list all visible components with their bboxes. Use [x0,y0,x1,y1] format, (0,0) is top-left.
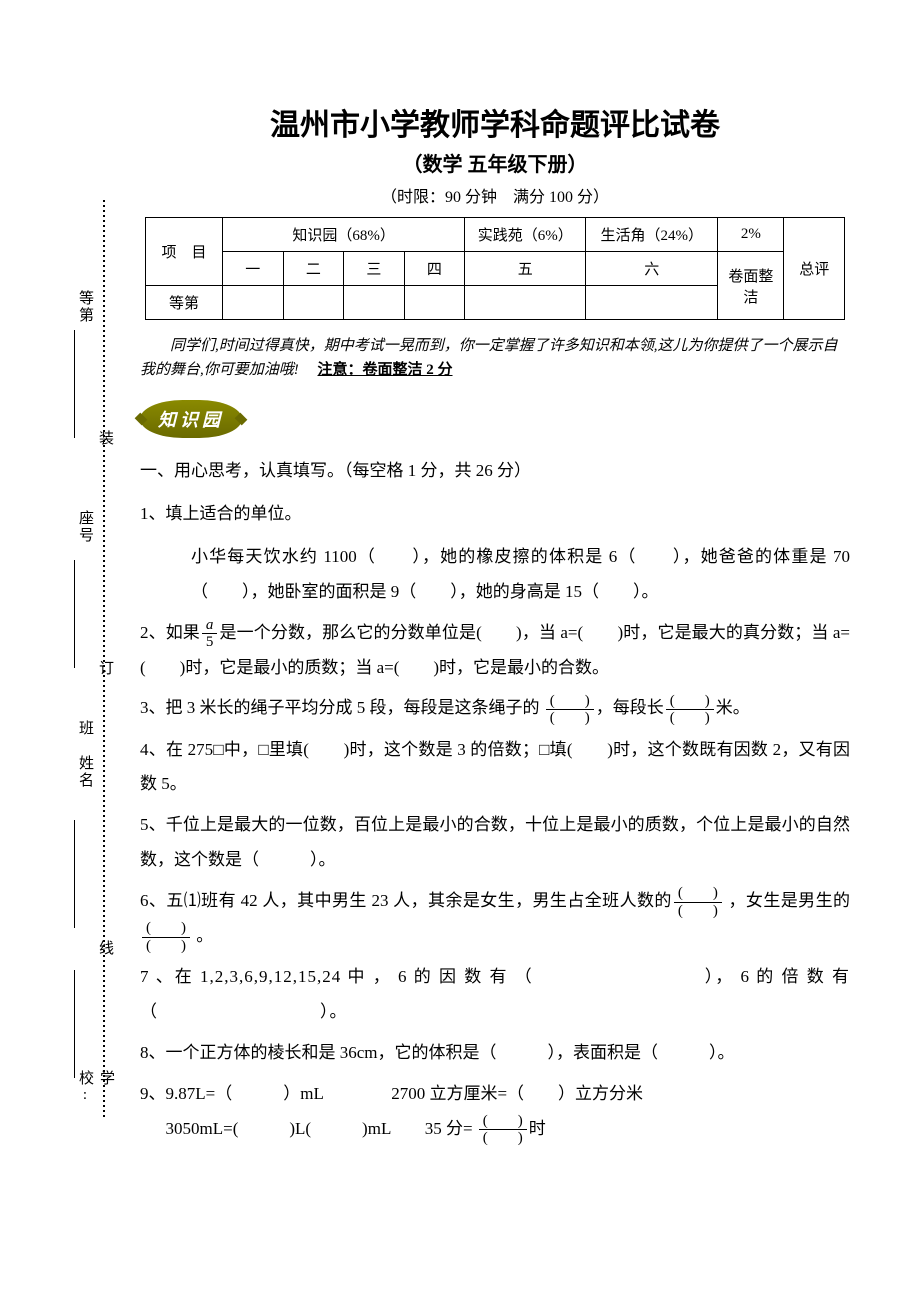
q9-fn: ( ) [479,1113,527,1131]
margin-grade-blank [73,330,94,438]
q2-den: 5 [202,634,218,651]
q3-f1d: ( ) [546,710,594,727]
q6-f1d: ( ) [674,903,722,920]
question-6: 6、五⑴班有 42 人，其中男生 23 人，其余是女生，男生占全班人数的( )(… [140,884,850,954]
q3-f2n: ( ) [666,693,714,711]
q9-l2a: 3050mL=( )L( )mL 35 分= [166,1119,477,1138]
margin-school-blank [73,970,94,1078]
margin-class-label: 班 姓名 [75,720,96,789]
score-c3: 三 [344,252,405,286]
q2-num: a [202,617,218,635]
score-b4 [404,286,465,320]
intro-body: 同学们,时间过得真快，期中考试一晃而到，你一定掌握了许多知识和本领,这儿为你提供… [140,338,838,378]
q1-head: 1、填上适合的单位。 [140,497,850,532]
score-table: 项 目 知识园（68%） 实践苑（6%） 生活角（24%） 2% 总评 一 二 … [145,217,845,320]
intro-text: 同学们,时间过得真快，期中考试一晃而到，你一定掌握了许多知识和本领,这儿为你提供… [140,334,850,382]
score-h-project: 项 目 [146,218,223,286]
score-c4: 四 [404,252,465,286]
q9-frac: ( )( ) [479,1113,527,1147]
exam-title: 温州市小学教师学科命题评比试卷 [140,100,850,144]
score-b2 [283,286,344,320]
q6-frac1: ( )( ) [674,885,722,919]
question-8: 8、一个正方体的棱长和是 36cm，它的体积是（ ），表面积是（ ）。 [140,1036,850,1071]
score-grade-label: 等第 [146,286,223,320]
q6-mid: ，女生是男生的 [724,891,850,910]
q9-fd: ( ) [479,1130,527,1147]
q6-f2n: ( ) [142,920,190,938]
q6-f2d: ( ) [142,938,190,955]
q9-line2: 3050mL=( )L( )mL 35 分= ( )( )时 [140,1112,850,1147]
margin-grade-label: 等第 [75,290,96,324]
q3-mid: ，每段长 [596,698,664,717]
score-h-life: 生活角（24%） [586,218,718,252]
binding-margin: 学校: 线 班 姓名 订 座号 装 等第 [75,200,115,1120]
margin-class-blank [73,820,94,928]
score-b3 [344,286,405,320]
exam-timeinfo: （时限：90 分钟 满分 100 分） [140,183,850,207]
q6-frac2: ( )( ) [142,920,190,954]
q2-post: 是一个分数，那么它的分数单位是( )，当 a=( )时，它是最大的真分数；当 a… [140,623,850,677]
score-c5: 五 [465,252,586,286]
q6-pre: 6、五⑴班有 42 人，其中男生 23 人，其余是女生，男生占全班人数的 [140,891,672,910]
q3-frac1: ( )( ) [546,693,594,727]
q6-f1n: ( ) [674,885,722,903]
question-1: 1、填上适合的单位。 小华每天饮水约 1100（ ），她的橡皮擦的体积是 6（ … [140,497,850,610]
q1-body: 小华每天饮水约 1100（ ），她的橡皮擦的体积是 6（ ），她爸爸的体重是 7… [140,540,850,610]
intro-note: 注意：卷面整洁 2 分 [318,362,453,378]
q3-pre: 3、把 3 米长的绳子平均分成 5 段，每段是这条绳子的 [140,698,544,717]
q2-frac: a5 [202,617,218,651]
margin-seat-label: 座号 [75,510,96,544]
score-c2: 二 [283,252,344,286]
score-h-practice: 实践苑（6%） [465,218,586,252]
margin-seat-blank [73,560,94,668]
margin-line-label: 线 [95,940,116,957]
q3-f2d: ( ) [666,710,714,727]
question-3: 3、把 3 米长的绳子平均分成 5 段，每段是这条绳子的 ( )( )，每段长(… [140,691,850,726]
score-h-knowledge: 知识园（68%） [223,218,465,252]
q9-l2b: 时 [529,1119,546,1138]
margin-ding-label: 订 [95,660,116,677]
q3-frac2: ( )( ) [666,693,714,727]
score-h-total: 总评 [784,218,845,320]
exam-subtitle: （数学 五年级下册） [140,148,850,177]
score-h-2pct: 2% [718,218,784,252]
question-7: 7 、在 1,2,3,6,9,12,15,24 中 ， 6 的 因 数 有 （ … [140,960,850,1030]
question-4: 4、在 275□中，□里填( )时，这个数是 3 的倍数；□填( )时，这个数既… [140,733,850,803]
margin-zhuang-label: 装 [95,430,116,447]
score-neat: 卷面整洁 [718,252,784,320]
question-9: 9、9.87L=（ ）mL 2700 立方厘米=（ ）立方分米 3050mL=(… [140,1077,850,1147]
q6-post: 。 [192,926,213,945]
score-b1 [223,286,284,320]
q2-pre: 2、如果 [140,623,200,642]
score-c1: 一 [223,252,284,286]
q9-line1: 9、9.87L=（ ）mL 2700 立方厘米=（ ）立方分米 [140,1077,850,1112]
score-c6: 六 [586,252,718,286]
score-b5 [465,286,586,320]
q3-post: 米。 [716,698,750,717]
question-2: 2、如果a5是一个分数，那么它的分数单位是( )，当 a=( )时，它是最大的真… [140,616,850,686]
knowledge-badge: 知识园 [140,400,242,438]
q3-f1n: ( ) [546,693,594,711]
section-1-head: 一、用心思考，认真填写。（每空格 1 分，共 26 分） [140,456,850,481]
question-5: 5、千位上是最大的一位数，百位上是最小的合数，十位上是最小的质数，个位上是最小的… [140,808,850,878]
score-b6 [586,286,718,320]
